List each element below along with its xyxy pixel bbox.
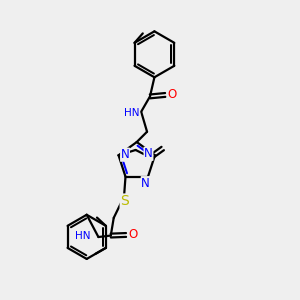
Text: HN: HN (75, 231, 91, 242)
Text: N: N (121, 148, 129, 161)
Text: HN: HN (124, 108, 140, 118)
Text: O: O (167, 88, 176, 101)
Text: O: O (128, 229, 137, 242)
Text: N: N (144, 147, 153, 160)
Text: N: N (141, 177, 150, 190)
Text: S: S (120, 194, 129, 208)
